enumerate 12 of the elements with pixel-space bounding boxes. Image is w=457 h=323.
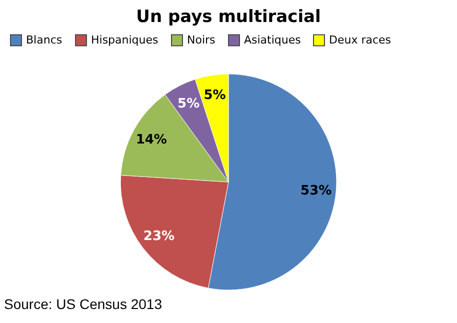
chart-title: Un pays multiracial [136, 7, 321, 27]
legend-label: Hispaniques [91, 33, 159, 46]
source-note: Source: US Census 2013 [4, 296, 162, 312]
legend-label: Blancs [26, 33, 62, 46]
data-label: 14% [136, 132, 167, 148]
data-label: 53% [300, 183, 332, 198]
legend-label: Asiatiques [244, 33, 302, 46]
data-label: 5% [178, 96, 200, 112]
data-label: 23% [143, 228, 175, 244]
data-label: 5% [204, 88, 226, 104]
legend-label: Noirs [187, 33, 216, 46]
legend-label: Deux races [329, 33, 392, 46]
